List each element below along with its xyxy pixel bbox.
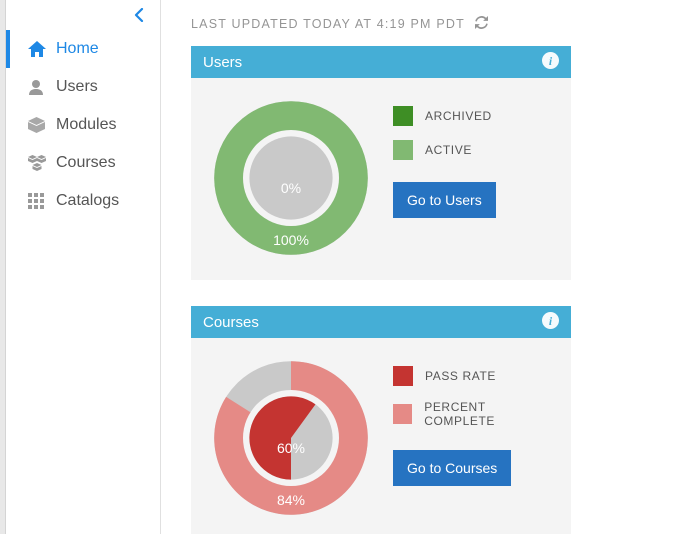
- legend-label: PERCENT COMPLETE: [424, 400, 555, 428]
- boxes-icon: [28, 155, 56, 171]
- sidebar-collapse-row: [6, 0, 160, 30]
- go-to-users-button[interactable]: Go to Users: [393, 182, 496, 218]
- card-title: Users: [203, 54, 242, 71]
- users-card: Users i 0% 100% ARCHIVED ACTIVE Go t: [191, 46, 571, 280]
- legend-swatch: [393, 404, 412, 424]
- info-icon[interactable]: i: [542, 52, 559, 73]
- refresh-icon[interactable]: [475, 16, 488, 32]
- courses-card: Courses i 60% 84% PASS RATE PERCENT COMP…: [191, 306, 571, 534]
- sidebar-item-modules[interactable]: Modules: [6, 106, 160, 144]
- legend-item-active: ACTIVE: [393, 140, 496, 160]
- main-content: LAST UPDATED TODAY AT 4:19 PM PDT Users …: [161, 0, 700, 534]
- courses-inner-percent-label: 60%: [277, 440, 305, 456]
- courses-legend: PASS RATE PERCENT COMPLETE Go to Courses: [393, 358, 555, 518]
- sidebar-item-label: Catalogs: [56, 192, 119, 210]
- sidebar-item-users[interactable]: Users: [6, 68, 160, 106]
- box-icon: [28, 117, 56, 133]
- sidebar-item-label: Home: [56, 40, 99, 58]
- sidebar-item-label: Courses: [56, 154, 116, 172]
- grid-icon: [28, 193, 56, 209]
- users-card-header: Users i: [191, 46, 571, 78]
- courses-outer-percent-label: 84%: [277, 492, 305, 508]
- info-icon[interactable]: i: [542, 312, 559, 333]
- users-legend: ARCHIVED ACTIVE Go to Users: [393, 98, 496, 258]
- go-to-courses-button[interactable]: Go to Courses: [393, 450, 511, 486]
- card-title: Courses: [203, 314, 259, 331]
- legend-item-percent-complete: PERCENT COMPLETE: [393, 400, 555, 428]
- legend-swatch: [393, 140, 413, 160]
- last-updated-row: LAST UPDATED TODAY AT 4:19 PM PDT: [191, 10, 680, 46]
- legend-item-pass-rate: PASS RATE: [393, 366, 555, 386]
- courses-card-header: Courses i: [191, 306, 571, 338]
- legend-label: ACTIVE: [425, 143, 472, 157]
- sidebar-item-label: Modules: [56, 116, 116, 134]
- sidebar-item-label: Users: [56, 78, 98, 96]
- legend-label: PASS RATE: [425, 369, 496, 383]
- courses-donut-chart: 60% 84%: [211, 358, 371, 518]
- legend-item-archived: ARCHIVED: [393, 106, 496, 126]
- last-updated-text: LAST UPDATED TODAY AT 4:19 PM PDT: [191, 17, 465, 31]
- user-icon: [28, 79, 56, 95]
- users-inner-percent-label: 0%: [281, 180, 301, 196]
- home-icon: [28, 41, 56, 57]
- sidebar-item-catalogs[interactable]: Catalogs: [6, 182, 160, 220]
- sidebar-item-courses[interactable]: Courses: [6, 144, 160, 182]
- users-outer-percent-label: 100%: [273, 232, 309, 248]
- legend-swatch: [393, 366, 413, 386]
- sidebar-item-home[interactable]: Home: [6, 30, 160, 68]
- sidebar: Home Users Modules Courses Catalogs: [6, 0, 161, 534]
- chevron-left-icon[interactable]: [134, 8, 144, 22]
- legend-swatch: [393, 106, 413, 126]
- users-donut-chart: 0% 100%: [211, 98, 371, 258]
- legend-label: ARCHIVED: [425, 109, 492, 123]
